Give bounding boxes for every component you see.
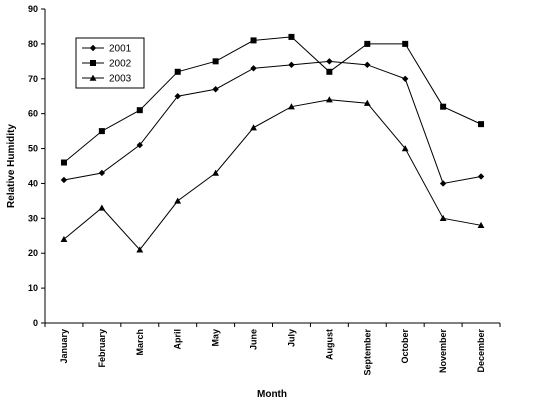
- data-point-2003: [136, 246, 144, 253]
- x-tick-label: October: [400, 329, 410, 364]
- y-tick-label: 40: [28, 178, 38, 188]
- x-tick-label: December: [476, 329, 486, 373]
- x-tick-label: May: [211, 329, 221, 347]
- data-point-2003: [98, 204, 106, 211]
- data-point-2001: [439, 180, 447, 187]
- data-point-2002: [402, 40, 409, 47]
- data-point-2001: [136, 141, 143, 149]
- series-line-2001: [63, 60, 482, 185]
- data-point-2003: [363, 99, 371, 106]
- data-point-2001: [288, 61, 295, 69]
- data-point-2003: [174, 197, 182, 204]
- data-point-2002: [174, 68, 181, 75]
- y-tick-label: 30: [28, 213, 38, 223]
- data-point-2003: [325, 96, 333, 103]
- data-point-2003: [60, 235, 68, 242]
- legend-marker-2002: [90, 60, 96, 66]
- data-point-2002: [98, 128, 105, 135]
- data-point-2001: [477, 173, 485, 180]
- x-axis-title: Month: [257, 389, 287, 400]
- legend: 2001 2002 2003: [75, 37, 145, 89]
- y-tick-label: 10: [28, 283, 38, 293]
- y-tick-label: 0: [33, 318, 38, 328]
- data-point-2002: [440, 103, 447, 110]
- data-point-2002: [60, 159, 67, 166]
- data-point-2002: [288, 33, 295, 40]
- data-point-2003: [212, 169, 220, 176]
- data-point-2003: [477, 221, 485, 229]
- series-line-2003: [63, 99, 482, 251]
- legend-marker-2003: [89, 74, 97, 81]
- x-tick-label: September: [362, 329, 372, 376]
- data-point-2002: [250, 37, 257, 44]
- data-point-2003: [401, 145, 409, 152]
- x-tick-label: February: [97, 329, 107, 368]
- data-point-2003: [250, 124, 257, 131]
- data-point-2001: [98, 169, 106, 177]
- data-point-2001: [174, 93, 181, 100]
- data-point-2001: [60, 176, 68, 184]
- data-point-2001: [250, 65, 257, 72]
- series-line-2002: [63, 36, 482, 163]
- x-tick-label: November: [438, 329, 448, 374]
- legend-marker-2001: [89, 44, 97, 52]
- data-point-2001: [364, 61, 371, 69]
- data-point-2001: [402, 75, 409, 82]
- x-tick-label: March: [135, 329, 145, 356]
- y-tick-label: 20: [28, 248, 38, 258]
- y-tick-label: 80: [28, 39, 38, 49]
- y-tick-label: 60: [28, 109, 38, 119]
- x-tick-label: August: [324, 329, 334, 360]
- x-tick-label: January: [59, 329, 69, 364]
- y-axis-title: Relative Humidity: [6, 124, 17, 208]
- y-tick-label: 50: [28, 144, 38, 154]
- data-point-2001: [212, 86, 219, 93]
- legend-label-2003: 2003: [109, 74, 132, 85]
- data-point-2002: [136, 107, 143, 114]
- data-point-2002: [364, 40, 371, 47]
- x-tick-label: June: [249, 329, 259, 350]
- data-point-2002: [326, 68, 333, 75]
- x-tick-label: July: [286, 329, 296, 347]
- legend-label-2002: 2002: [109, 59, 132, 70]
- plot-area: 0 10 20 30 40 50 60 70 80 90 January February March A…: [28, 4, 501, 376]
- data-point-2003: [288, 103, 295, 110]
- x-tick-label: April: [173, 329, 183, 350]
- data-point-2003: [439, 214, 447, 222]
- data-point-2002: [212, 58, 219, 65]
- y-tick-label: 70: [28, 74, 38, 84]
- data-point-2002: [478, 121, 485, 128]
- data-point-2001: [326, 58, 333, 65]
- y-tick-label: 90: [28, 4, 38, 14]
- legend-label-2001: 2001: [109, 44, 132, 55]
